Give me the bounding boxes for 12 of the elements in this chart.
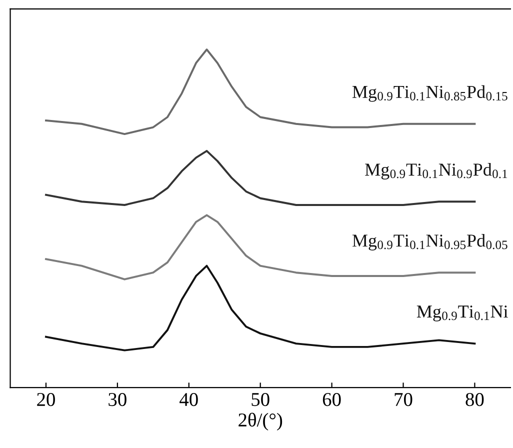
x-tick-label: 40 (180, 392, 198, 406)
series-label: Mg$_{0.9}$Ti$_{0.1}$Ni (416, 306, 508, 322)
x-tick-label: 20 (37, 392, 55, 406)
x-tick-label: 60 (322, 392, 341, 406)
x-axis-title: 2θ/(°) (238, 412, 282, 431)
series-label: Mg$_{0.9}$Ti$_{0.1}$Ni$_{0.9}$Pd$_{0.1}$ (365, 163, 508, 180)
x-tick-label: 50 (252, 392, 270, 406)
x-tick-label: 70 (394, 392, 412, 406)
x-tick-label: 80 (466, 392, 484, 406)
series-label: Mg$_{0.9}$Ti$_{0.1}$Ni$_{0.95}$Pd$_{0.05}$ (352, 234, 508, 250)
series-label: Mg$_{0.9}$Ti$_{0.1}$Ni$_{0.85}$Pd$_{0.15}$ (352, 85, 508, 102)
x-tick-label: 30 (108, 392, 126, 406)
